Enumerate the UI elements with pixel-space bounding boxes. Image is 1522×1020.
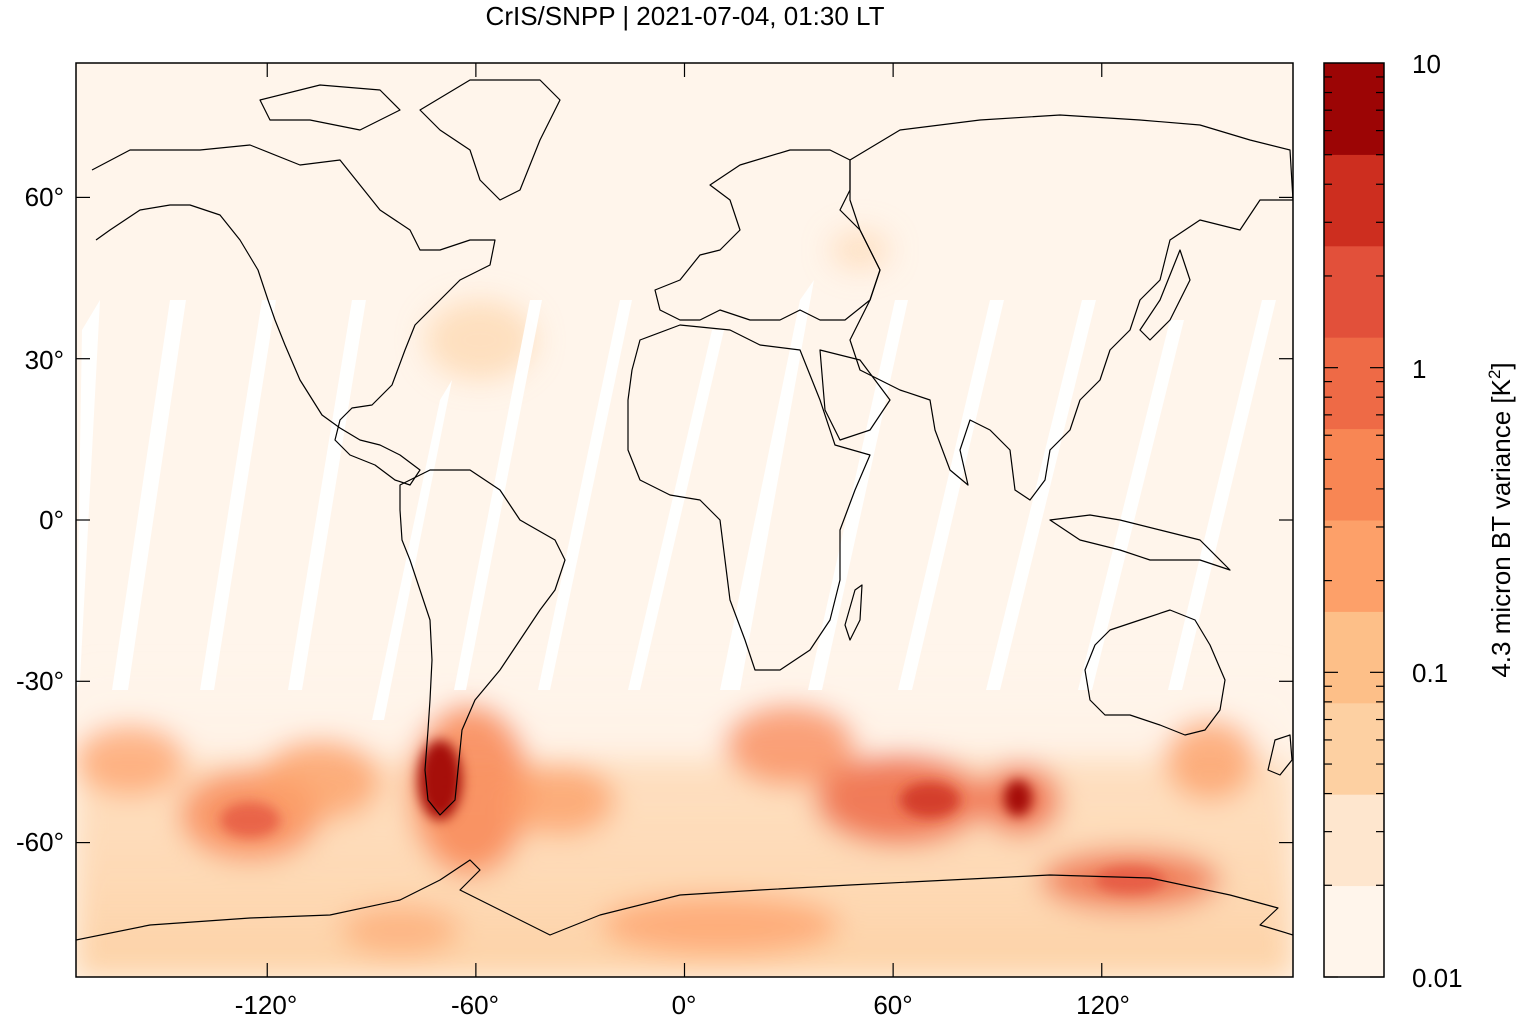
map-panel: [76, 63, 1293, 977]
coastlines: [76, 79, 1293, 941]
x-tick-label-minus-120: -120°: [235, 990, 297, 1020]
x-tick-label-minus-60: -60°: [451, 990, 499, 1020]
colorbar-band: [1324, 337, 1384, 430]
colorbar-tick-0-1: 0.1: [1412, 658, 1448, 688]
colorbar-bands: [1324, 63, 1384, 978]
x-tick-label-120: 120°: [1076, 990, 1130, 1020]
plot-frame: [75, 62, 1294, 978]
y-tick-label-0: 0°: [39, 505, 64, 535]
colorbar-band: [1324, 245, 1384, 338]
x-tick-label-0: 0°: [672, 990, 697, 1020]
arabia-coast: [819, 349, 891, 441]
colorbar-band: [1324, 520, 1384, 612]
south-america-coast: [399, 469, 566, 816]
colorbar-label: 4.3 micron BT variance [K2]: [1485, 362, 1516, 677]
x-tick-label-60: 60°: [873, 990, 912, 1020]
europe-coast: [654, 149, 881, 321]
asia-coast: [849, 114, 1293, 501]
greenland-coast: [419, 79, 561, 201]
japan-coast: [1139, 249, 1191, 341]
y-tick-label-minus-60: -60°: [16, 827, 64, 857]
colorbar-tick-0-01: 0.01: [1412, 963, 1463, 993]
hotspots: [220, 740, 1165, 894]
africa-coast: [627, 324, 871, 671]
map-title: CrIS/SNPP | 2021-07-04, 01:30 LT: [485, 1, 885, 31]
colorbar-label-close: ]: [1486, 362, 1516, 369]
hotspot-indian-ocean: [1004, 780, 1032, 816]
hotspot-patagonia: [418, 740, 462, 820]
antarctica-coast: [76, 859, 1293, 941]
swath-gaps: [76, 280, 1276, 720]
colorbar-band: [1324, 885, 1384, 978]
colorbar-label-text: 4.3 micron BT variance [K: [1486, 378, 1516, 677]
colorbar-band: [1324, 702, 1384, 795]
australia-coast: [1084, 609, 1226, 736]
colorbar-band: [1324, 428, 1384, 521]
north-america-coast: [91, 144, 496, 486]
y-tick-label-60: 60°: [25, 182, 64, 212]
colorbar-band: [1324, 794, 1384, 887]
y-tick-label-minus-30: -30°: [16, 666, 64, 696]
colorbar-tick-10: 10: [1412, 49, 1441, 79]
madagascar-coast: [844, 584, 863, 641]
colorbar-band: [1324, 63, 1384, 155]
y-tick-label-30: 30°: [25, 345, 64, 375]
colorbar-band: [1324, 611, 1384, 704]
indonesia-coast: [1049, 514, 1231, 571]
colorbar-band: [1324, 154, 1384, 247]
colorbar: 10 1 0.1 0.01 4.3 micron BT variance [K2…: [1323, 49, 1516, 993]
new-zealand-coast: [1267, 734, 1293, 776]
colorbar-label-superscript: 2: [1485, 370, 1504, 379]
colorbar-tick-1: 1: [1412, 354, 1426, 384]
arctic-islands: [259, 84, 401, 131]
